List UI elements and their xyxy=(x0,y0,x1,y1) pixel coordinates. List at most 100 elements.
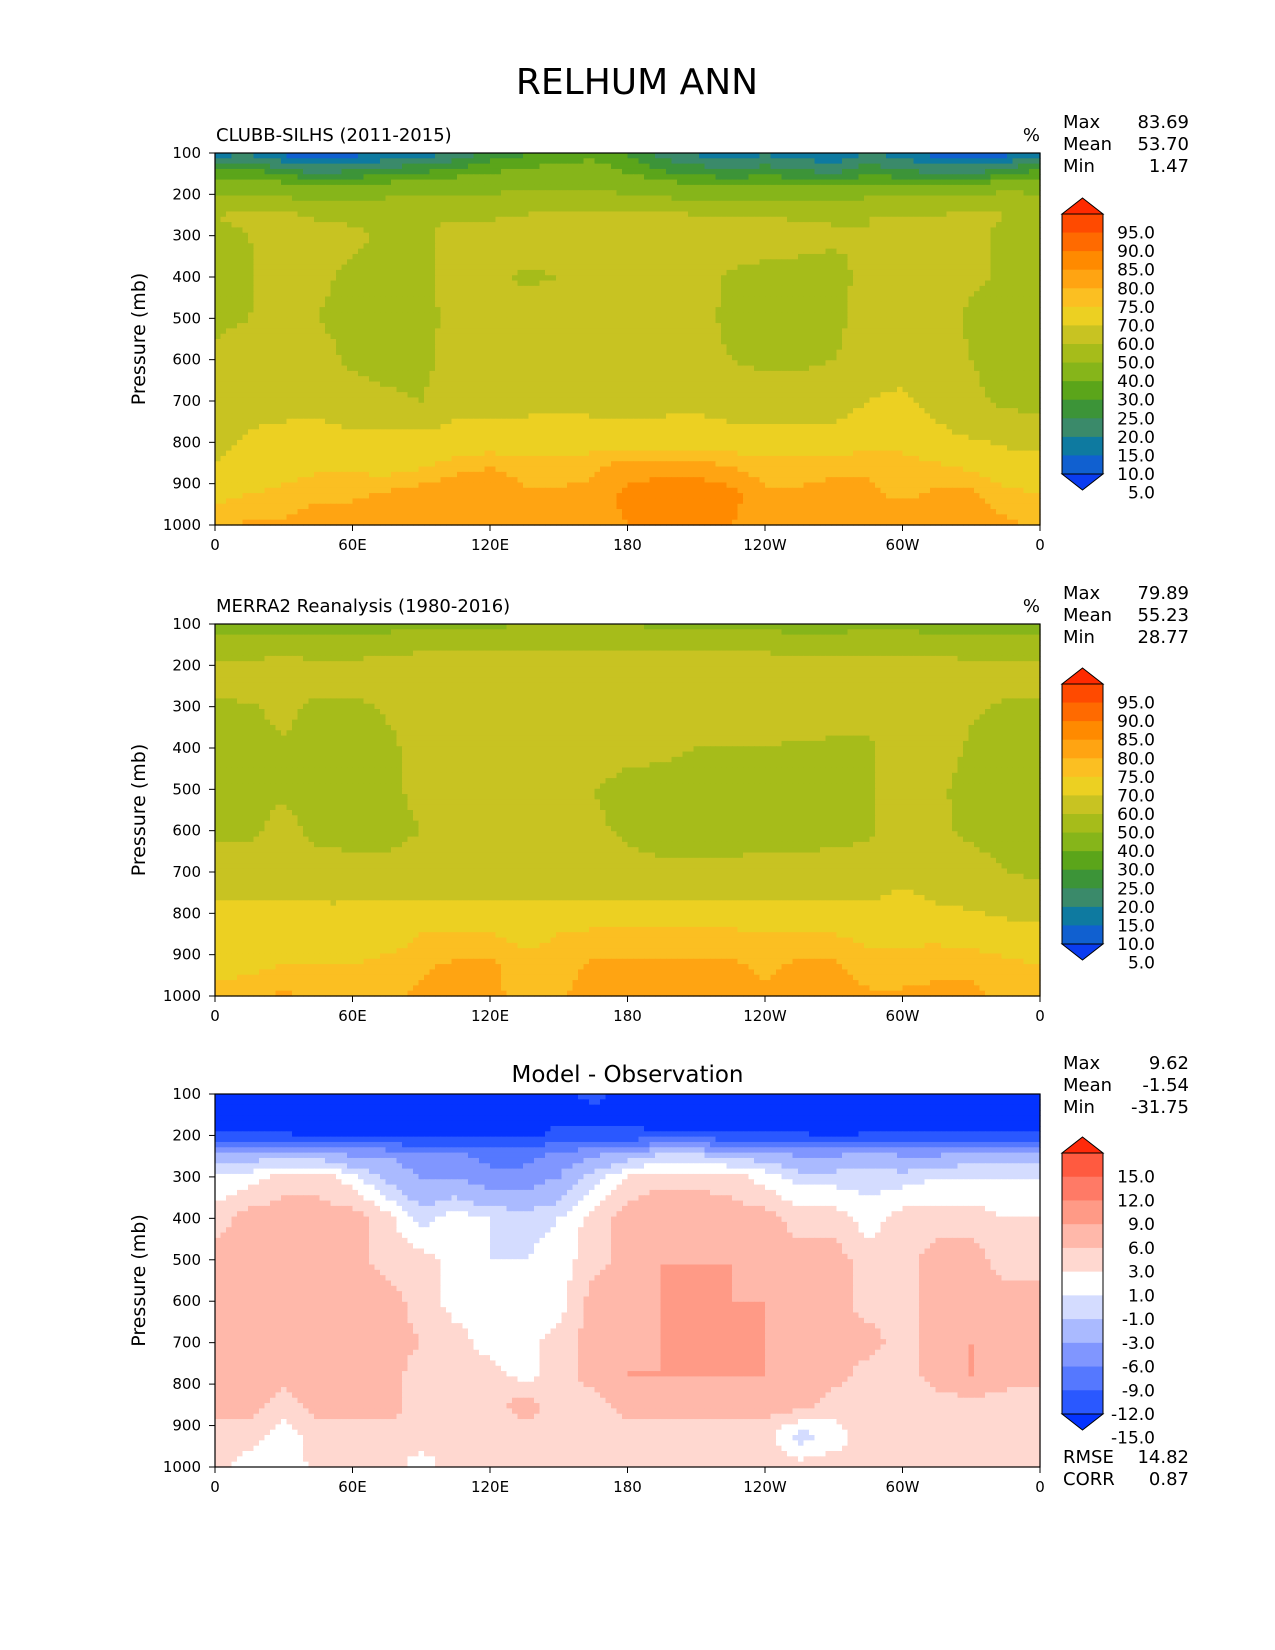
field-cell xyxy=(661,238,667,244)
field-cell xyxy=(600,164,606,170)
field-cell xyxy=(903,270,909,276)
field-cell xyxy=(600,206,606,212)
field-cell xyxy=(644,206,650,212)
field-cell xyxy=(419,249,425,255)
field-cell xyxy=(639,206,645,212)
field-cell xyxy=(683,206,689,212)
field-cell xyxy=(578,169,584,175)
field-cell xyxy=(947,238,953,244)
field-cell xyxy=(336,185,342,191)
field-cell xyxy=(325,153,331,159)
field-cell xyxy=(441,259,447,265)
field-cell xyxy=(309,190,315,196)
field-cell xyxy=(331,217,337,223)
field-cell xyxy=(853,249,859,255)
field-cell xyxy=(397,211,403,217)
field-cell xyxy=(947,211,953,217)
field-cell xyxy=(765,190,771,196)
field-cell xyxy=(303,227,309,233)
field-cell xyxy=(545,222,551,228)
field-cell xyxy=(826,206,832,212)
field-cell xyxy=(446,243,452,249)
field-cell xyxy=(430,222,436,228)
field-cell xyxy=(749,211,755,217)
field-cell xyxy=(402,227,408,233)
field-cell xyxy=(446,227,452,233)
field-cell xyxy=(941,227,947,233)
field-cell xyxy=(870,227,876,233)
field-cell xyxy=(336,275,342,281)
field-cell xyxy=(485,227,491,233)
field-cell xyxy=(364,238,370,244)
field-cell xyxy=(518,196,524,202)
field-cell xyxy=(265,180,271,186)
field-cell xyxy=(463,190,469,196)
field-cell xyxy=(435,180,441,186)
field-cell xyxy=(875,185,881,191)
field-cell xyxy=(974,254,980,260)
field-cell xyxy=(281,275,287,281)
field-cell xyxy=(622,185,628,191)
field-cell xyxy=(881,243,887,249)
field-cell xyxy=(320,164,326,170)
field-cell xyxy=(215,164,221,170)
field-cell xyxy=(875,222,881,228)
field-cell xyxy=(567,270,573,276)
field-cell xyxy=(760,164,766,170)
field-cell xyxy=(232,265,238,271)
field-cell xyxy=(430,259,436,265)
field-cell xyxy=(567,190,573,196)
field-cell xyxy=(221,153,227,159)
field-cell xyxy=(886,206,892,212)
field-cell xyxy=(243,275,249,281)
field-cell xyxy=(903,153,909,159)
field-cell xyxy=(226,153,232,159)
field-cell xyxy=(413,201,419,207)
field-cell xyxy=(738,217,744,223)
field-cell xyxy=(787,275,793,281)
field-cell xyxy=(578,265,584,271)
field-cell xyxy=(309,206,315,212)
field-cell xyxy=(754,227,760,233)
field-cell xyxy=(259,164,265,170)
field-cell xyxy=(919,190,925,196)
field-cell xyxy=(683,275,689,281)
field-cell xyxy=(540,185,546,191)
field-cell xyxy=(364,158,370,164)
field-cell xyxy=(452,164,458,170)
field-cell xyxy=(523,243,529,249)
field-cell xyxy=(958,164,964,170)
field-cell xyxy=(496,174,502,180)
field-cell xyxy=(644,281,650,287)
field-cell xyxy=(628,180,634,186)
field-cell xyxy=(309,153,315,159)
field-cell xyxy=(446,201,452,207)
field-cell xyxy=(243,190,249,196)
field-cell xyxy=(606,254,612,260)
field-cell xyxy=(969,174,975,180)
field-cell xyxy=(672,265,678,271)
field-cell xyxy=(259,243,265,249)
field-cell xyxy=(237,233,243,239)
field-cell xyxy=(507,281,513,287)
field-cell xyxy=(589,259,595,265)
field-cell xyxy=(793,190,799,196)
field-cell xyxy=(672,164,678,170)
field-cell xyxy=(886,211,892,217)
field-cell xyxy=(287,153,293,159)
field-cell xyxy=(298,164,304,170)
field-cell xyxy=(644,164,650,170)
field-cell xyxy=(342,265,348,271)
field-cell xyxy=(584,153,590,159)
field-cell xyxy=(479,196,485,202)
field-cell xyxy=(793,185,799,191)
field-cell xyxy=(419,259,425,265)
field-cell xyxy=(518,243,524,249)
field-cell xyxy=(694,190,700,196)
field-cell xyxy=(534,174,540,180)
field-cell xyxy=(617,164,623,170)
field-cell xyxy=(914,169,920,175)
field-cell xyxy=(298,270,304,276)
field-cell xyxy=(1018,281,1024,287)
field-cell xyxy=(914,254,920,260)
